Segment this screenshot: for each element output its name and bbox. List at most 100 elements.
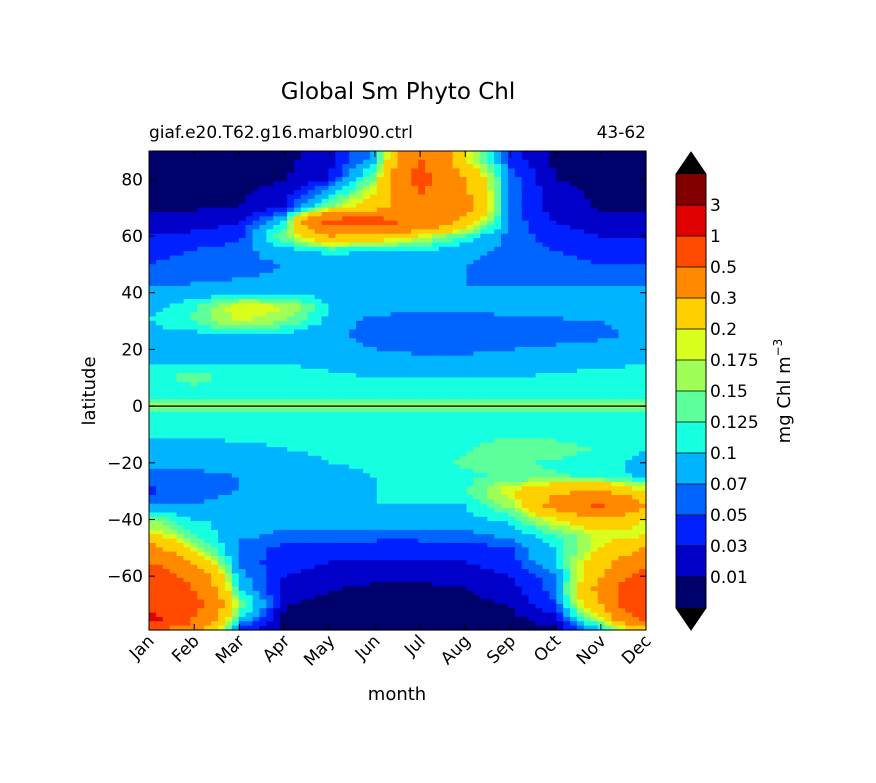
heatmap-cell (300, 299, 309, 304)
heatmap-cell (280, 151, 288, 156)
heatmap-cell (245, 155, 254, 161)
heatmap-cell (535, 285, 544, 291)
heatmap-cell (300, 172, 309, 178)
heatmap-cell (376, 412, 385, 418)
heatmap-cell (342, 386, 350, 392)
heatmap-cell (376, 447, 385, 453)
heatmap-cell (211, 203, 219, 209)
heatmap-cell (521, 181, 530, 187)
heatmap-cell (293, 164, 302, 170)
heatmap-cell (238, 320, 247, 326)
heatmap-cell (404, 368, 412, 374)
heatmap-cell (314, 333, 323, 339)
heatmap-cell (335, 277, 343, 283)
heatmap-cell (369, 394, 378, 400)
heatmap-cell (314, 172, 323, 178)
heatmap-cell (245, 447, 254, 453)
heatmap-cell (597, 281, 606, 287)
heatmap-cell (432, 251, 440, 257)
heatmap-cell (183, 251, 192, 257)
heatmap-cell (273, 216, 281, 222)
heatmap-cell (507, 351, 516, 357)
heatmap-cell (466, 190, 475, 196)
heatmap-cell (604, 159, 613, 165)
heatmap-cell (597, 364, 606, 370)
heatmap-cell (438, 394, 447, 400)
heatmap-cell (162, 194, 171, 200)
heatmap-cell (314, 238, 323, 244)
heatmap-cell (438, 425, 447, 431)
heatmap-cell (162, 242, 171, 248)
heatmap-cell (197, 285, 205, 291)
heatmap-cell (211, 381, 219, 387)
heatmap-cell (514, 316, 523, 322)
heatmap-cell (480, 211, 488, 217)
heatmap-cell (507, 368, 516, 374)
heatmap-cell (425, 220, 433, 226)
heatmap-cell (590, 211, 599, 217)
heatmap-cell (452, 229, 461, 235)
heatmap-cell (459, 425, 468, 431)
heatmap-cell (369, 207, 378, 213)
heatmap-cell (459, 373, 468, 379)
heatmap-cell (314, 194, 323, 200)
heatmap-cell (252, 355, 261, 361)
heatmap-cell (238, 238, 247, 244)
heatmap-cell (218, 211, 226, 217)
heatmap-cell (273, 442, 281, 448)
heatmap-cell (452, 285, 461, 291)
heatmap-cell (507, 429, 516, 435)
heatmap-cell (280, 203, 288, 209)
heatmap-cell (369, 381, 378, 387)
heatmap-cell (487, 272, 495, 278)
heatmap-cell (625, 246, 633, 252)
heatmap-cell (328, 159, 336, 165)
heatmap-cell (411, 303, 419, 309)
heatmap-cell (321, 351, 330, 357)
heatmap-cell (542, 364, 550, 370)
heatmap-cell (625, 168, 633, 174)
heatmap-cell (563, 377, 571, 383)
heatmap-cell (452, 342, 461, 348)
heatmap-cell (452, 303, 461, 309)
heatmap-cell (300, 225, 309, 230)
heatmap-cell (432, 351, 440, 357)
heatmap-cell (604, 290, 613, 296)
heatmap-cell (300, 373, 309, 379)
heatmap-cell (197, 399, 205, 405)
heatmap-cell (280, 168, 288, 174)
heatmap-cell (376, 420, 385, 426)
heatmap-cell (362, 299, 371, 304)
heatmap-cell (321, 211, 330, 217)
heatmap-cell (349, 233, 357, 239)
heatmap-cell (632, 198, 640, 204)
heatmap-cell (362, 420, 371, 426)
heatmap-cell (149, 164, 157, 170)
heatmap-cell (266, 251, 274, 257)
heatmap-cell (335, 425, 343, 431)
heatmap-cell (583, 325, 592, 331)
heatmap-cell (473, 190, 481, 196)
heatmap-cell (259, 172, 267, 178)
heatmap-cell (204, 364, 212, 370)
heatmap-cell (438, 303, 447, 309)
heatmap-cell (411, 390, 419, 396)
heatmap-cell (438, 211, 447, 217)
heatmap-cell (218, 290, 226, 296)
heatmap-cell (211, 316, 219, 322)
heatmap-cell (459, 155, 468, 161)
heatmap-cell (266, 333, 274, 339)
heatmap-cell (625, 172, 633, 178)
heatmap-cell (321, 242, 330, 248)
heatmap-cell (238, 255, 247, 261)
heatmap-cell (376, 159, 385, 165)
heatmap-cell (473, 164, 481, 170)
heatmap-cell (293, 285, 302, 291)
heatmap-cell (542, 416, 550, 422)
heatmap-cell (425, 242, 433, 248)
heatmap-cell (494, 407, 502, 413)
heatmap-cell (473, 268, 481, 274)
heatmap-cell (287, 420, 295, 426)
heatmap-cell (211, 216, 219, 222)
heatmap-cell (314, 225, 323, 230)
